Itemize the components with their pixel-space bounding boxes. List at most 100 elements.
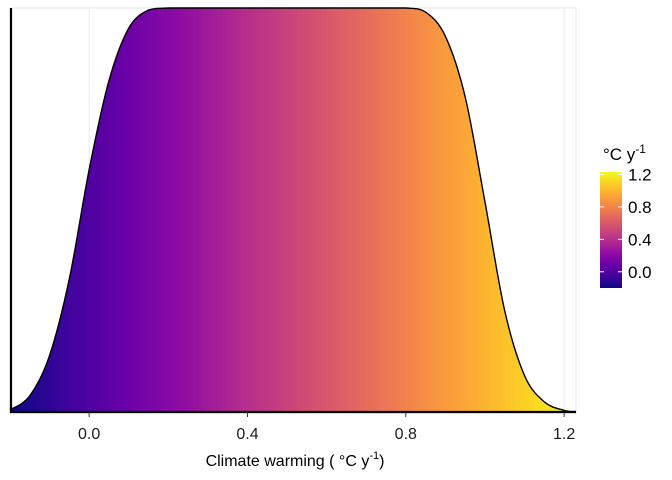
density-stripe xyxy=(156,8,162,412)
density-stripe xyxy=(236,8,242,412)
density-stripe xyxy=(109,8,115,412)
colorbar xyxy=(600,172,622,288)
density-stripe xyxy=(198,8,204,412)
density-stripe xyxy=(137,8,143,412)
density-stripe xyxy=(307,8,313,412)
density-stripe xyxy=(453,8,459,412)
density-stripe xyxy=(373,8,379,412)
density-stripe xyxy=(255,8,261,412)
density-stripe xyxy=(226,8,233,412)
plot-panel xyxy=(9,7,577,414)
density-stripe xyxy=(443,8,450,412)
density-stripe xyxy=(170,8,176,412)
density-stripe xyxy=(241,8,247,412)
density-stripe xyxy=(278,8,285,412)
x-tick-label-0: 0.0 xyxy=(78,426,100,443)
colorbar-tick-label-2: 0.8 xyxy=(628,198,652,217)
density-stripe xyxy=(316,8,322,412)
density-stripe xyxy=(415,8,421,412)
density-stripe xyxy=(193,8,200,412)
density-stripe xyxy=(165,8,171,412)
density-stripe xyxy=(151,8,157,412)
density-stripe xyxy=(302,8,308,412)
density-stripe xyxy=(146,8,153,412)
density-stripe xyxy=(363,8,370,412)
density-stripe xyxy=(439,8,445,412)
density-stripe xyxy=(458,8,464,412)
density-stripe xyxy=(274,8,280,412)
density-stripe xyxy=(340,8,346,412)
colorbar-ticks: 0.0 0.4 0.8 1.2 xyxy=(600,165,652,282)
density-stripe xyxy=(472,8,478,412)
density-stripe xyxy=(387,8,393,412)
density-stripe xyxy=(297,8,304,412)
colorbar-tick-label-1: 0.4 xyxy=(628,230,652,249)
density-stripe xyxy=(222,8,228,412)
density-stripe xyxy=(288,8,294,412)
density-stripe xyxy=(175,8,181,412)
density-stripe xyxy=(179,8,186,412)
density-stripe xyxy=(259,8,266,412)
density-stripe xyxy=(212,8,219,412)
density-stripe xyxy=(354,8,360,412)
legend-title: °C y-1 xyxy=(603,142,646,164)
density-stripe xyxy=(104,8,110,412)
x-axis: 0.0 0.4 0.8 1.2 xyxy=(78,412,575,443)
color-legend: °C y-1 0.0 0.4 0.8 1.2 xyxy=(600,142,652,288)
density-stripe xyxy=(80,8,87,412)
density-stripe xyxy=(420,8,426,412)
density-stripe xyxy=(326,8,332,412)
density-stripe xyxy=(208,8,214,412)
density-stripe xyxy=(359,8,365,412)
density-stripe xyxy=(392,8,398,412)
density-stripe xyxy=(293,8,299,412)
density-stripe xyxy=(85,8,91,412)
colorbar-tick-label-3: 1.2 xyxy=(628,165,652,184)
density-stripe xyxy=(344,8,351,412)
density-stripe xyxy=(382,8,388,412)
density-stripe xyxy=(349,8,355,412)
density-stripe xyxy=(264,8,271,412)
density-stripe xyxy=(335,8,341,412)
density-stripe xyxy=(425,8,431,412)
density-stripe xyxy=(410,8,417,412)
density-stripe xyxy=(462,8,469,412)
density-stripe xyxy=(245,8,252,412)
density-stripe xyxy=(269,8,275,412)
density-stripe xyxy=(118,8,124,412)
density-stripe xyxy=(250,8,256,412)
density-stripe xyxy=(99,8,105,412)
density-stripe xyxy=(396,8,403,412)
density-stripe xyxy=(283,8,289,412)
density-stripe xyxy=(203,8,209,412)
density-stripe xyxy=(448,8,454,412)
density-stripe xyxy=(401,8,407,412)
density-stripe xyxy=(377,8,384,412)
x-tick-label-3: 1.2 xyxy=(553,426,575,443)
density-stripe xyxy=(311,8,318,412)
density-stripe xyxy=(217,8,223,412)
density-stripe xyxy=(189,8,195,412)
density-stripe xyxy=(434,8,440,412)
density-stripe xyxy=(368,8,374,412)
density-stripe xyxy=(406,8,412,412)
density-stripe xyxy=(132,8,138,412)
colorbar-tick-label-0: 0.0 xyxy=(628,263,652,282)
density-stripe xyxy=(94,8,101,412)
x-tick-label-1: 0.4 xyxy=(236,426,258,443)
density-stripe xyxy=(113,8,120,412)
density-stripe xyxy=(127,8,134,412)
x-tick-label-2: 0.8 xyxy=(395,426,417,443)
density-stripe xyxy=(467,8,473,412)
density-stripe xyxy=(481,8,487,412)
density-stripe xyxy=(231,8,237,412)
density-stripe xyxy=(429,8,436,412)
density-stripe xyxy=(160,8,167,412)
density-area-outline xyxy=(9,7,577,413)
density-stripe xyxy=(476,8,483,412)
density-stripe xyxy=(330,8,337,412)
density-stripe xyxy=(184,8,190,412)
density-stripe xyxy=(90,8,96,412)
density-stripe xyxy=(142,8,148,412)
